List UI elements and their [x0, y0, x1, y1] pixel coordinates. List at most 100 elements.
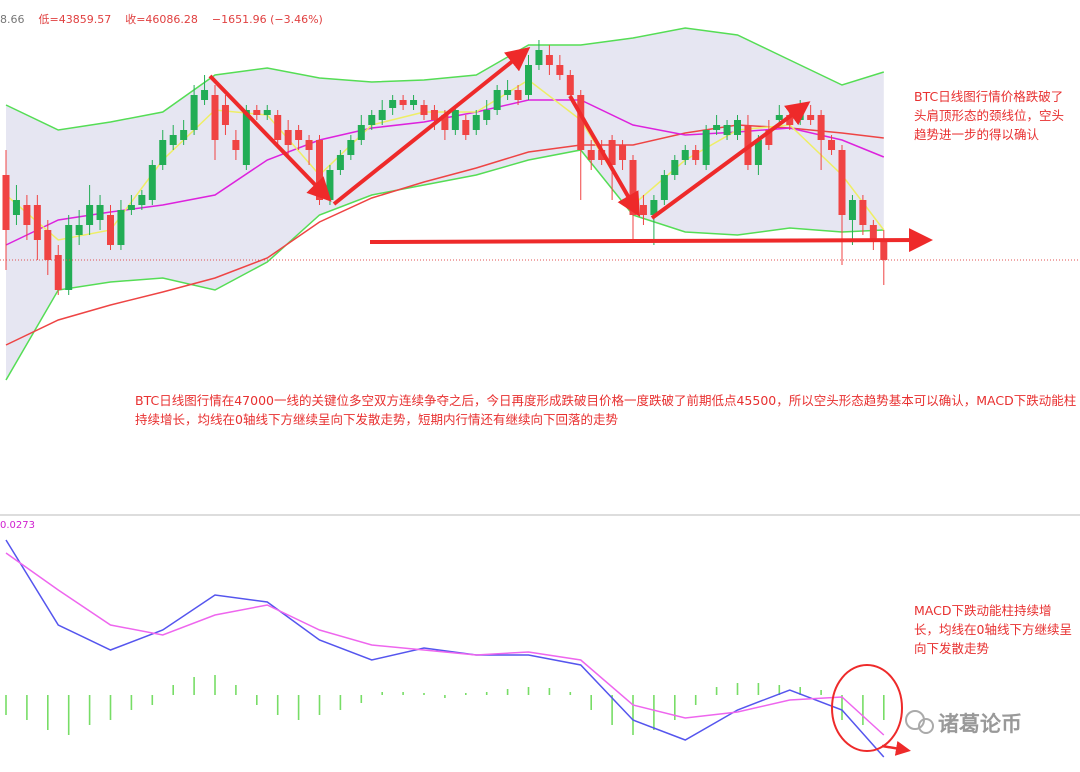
header-item: 8.66 [0, 13, 25, 26]
candle-body [23, 205, 31, 225]
candle-body [493, 90, 501, 110]
macd-hist-bar [465, 693, 467, 695]
candle-body [713, 125, 721, 130]
candle-body [263, 110, 271, 115]
candle-body [347, 140, 355, 155]
header-item: −1651.96 (−3.46%) [211, 13, 323, 26]
macd-hist-bar [318, 695, 321, 715]
candle-body [232, 140, 240, 150]
macd-hist-bar [548, 688, 551, 695]
macd-hist-bar [109, 695, 112, 720]
candle-body [169, 135, 177, 145]
candle-body [514, 90, 522, 100]
macd-line [5, 552, 885, 736]
candle-body [305, 140, 313, 150]
band-fill [6, 28, 884, 380]
candle-body [368, 115, 376, 125]
candle-body [284, 130, 292, 145]
macd-hist-bar [67, 695, 70, 735]
macd-hist-bar [297, 695, 300, 720]
candle-body [650, 200, 658, 215]
watermark-icon [905, 710, 934, 734]
candle-body [535, 50, 543, 65]
candle-body [859, 200, 867, 225]
candle-body [483, 110, 491, 120]
candle-body [838, 150, 846, 215]
candle-body [107, 215, 114, 245]
candle-body [639, 205, 647, 215]
macd-hist-bar [256, 695, 258, 705]
arrow [568, 94, 641, 217]
macd-hist-bar [360, 695, 363, 703]
macd-hist-bar [506, 689, 509, 695]
candle-body [869, 225, 877, 240]
candle-body [75, 225, 83, 235]
header: 8.66 低=43859.57 收=46086.28 −1651.96 (−3.46%… [0, 11, 337, 27]
header-item: 低=43859.57 [38, 13, 112, 26]
candle-body [274, 115, 282, 140]
candle-body [326, 170, 334, 200]
ma-line [5, 27, 885, 131]
macd-hist-bar [715, 687, 718, 695]
candle-body [848, 200, 856, 220]
macd-hist-bar [736, 683, 739, 695]
arrow [881, 740, 911, 756]
candle-body [86, 205, 94, 225]
candle-body [138, 195, 146, 205]
macd-hist-bar [402, 692, 404, 695]
candle-body [180, 130, 188, 140]
candle-body [619, 145, 627, 160]
candle-body [451, 110, 459, 130]
macd-hist-bar [674, 695, 676, 720]
candle-body [211, 95, 219, 140]
candle-body [378, 110, 386, 120]
candle-body [723, 125, 731, 135]
macd-hist-bar [5, 695, 7, 715]
neckline-arrow [369, 228, 933, 253]
arrow [650, 101, 811, 220]
candle-body [190, 95, 198, 130]
macd-hist-bar [883, 695, 885, 720]
candle-body [33, 205, 41, 240]
candle-body [681, 150, 689, 160]
candle-body [734, 120, 741, 135]
macd-line [5, 539, 885, 758]
candle-body [295, 130, 303, 140]
watermark: 诸葛论币 [938, 712, 1022, 736]
macd-hist-bar [862, 695, 864, 725]
macd-hist-bar [778, 685, 781, 695]
candle-body [462, 120, 470, 135]
candle-body [671, 160, 679, 175]
candle-body [336, 155, 344, 170]
arrows [208, 47, 933, 756]
candle-body [566, 75, 574, 95]
candle-body [2, 175, 10, 230]
candle-body [577, 95, 585, 150]
candle-body [65, 225, 73, 290]
highlight-circle [831, 664, 903, 752]
header-item: 收=46086.28 [125, 13, 198, 26]
candle-body [545, 55, 553, 65]
macd-hist-bar [590, 695, 592, 710]
candle-body [880, 240, 888, 260]
macd-hist-bar [757, 683, 760, 695]
candle-body [12, 200, 20, 215]
candle-body [660, 175, 668, 200]
ma-line [5, 149, 884, 381]
macd-hist-bar [527, 687, 530, 695]
macd-hist-bar [151, 695, 154, 705]
candle-body [357, 125, 365, 140]
macd-hist-bar [444, 695, 446, 698]
candle-body [692, 150, 700, 160]
candle-body [608, 140, 616, 165]
annotation: MACD下跌动能柱持续增长，均线在0轴线下方继续呈向下发散走势 [914, 603, 1072, 656]
candle-body [556, 65, 564, 75]
macd-hist-bar [47, 695, 49, 730]
candle-body [525, 65, 532, 95]
macd-hist-bar [276, 695, 279, 715]
candle-body [629, 160, 637, 215]
candle-body [54, 255, 62, 290]
macd-hist-bar [632, 695, 634, 735]
